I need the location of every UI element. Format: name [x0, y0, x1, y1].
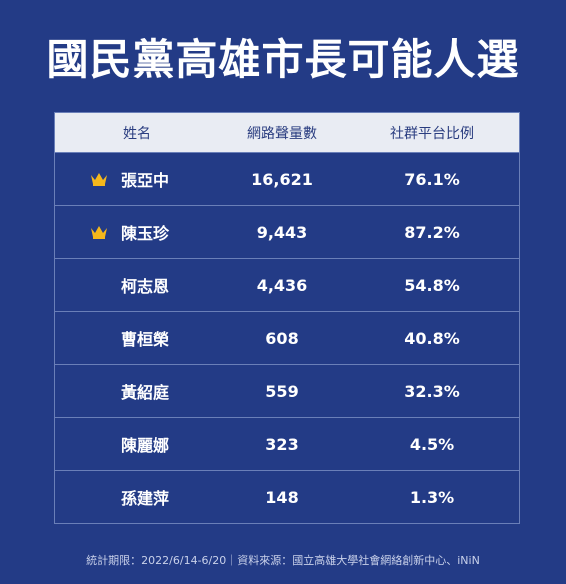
table-row: 陳玉珍 9,443 87.2% [55, 205, 519, 258]
page-title: 國民黨高雄市長可能人選 [46, 35, 520, 84]
table-row: 陳麗娜 323 4.5% [55, 417, 519, 470]
ratio-value: 87.2% [404, 222, 460, 242]
crown-icon [91, 173, 107, 186]
candidate-name: 陳麗娜 [121, 436, 170, 455]
header-ratio: 社群平台比例 [390, 125, 474, 142]
volume-value: 148 [265, 487, 299, 507]
table-row: 曹桓榮 608 40.8% [55, 311, 519, 364]
table-row: 孫建萍 148 1.3% [55, 470, 519, 523]
candidate-table: 姓名 網路聲量數 社群平台比例 張亞中 16,621 76.1% 陳玉珍 9,4… [54, 112, 520, 524]
crown-icon [91, 226, 107, 239]
ratio-value: 40.8% [404, 328, 460, 348]
volume-value: 323 [265, 434, 299, 454]
ratio-value: 32.3% [404, 381, 460, 401]
volume-value: 559 [265, 381, 299, 401]
candidate-name: 陳玉珍 [121, 224, 170, 243]
header-name: 姓名 [123, 125, 151, 142]
ratio-value: 1.3% [409, 487, 455, 507]
candidate-name: 黃紹庭 [121, 383, 170, 402]
header-volume: 網路聲量數 [247, 125, 317, 142]
table-header: 姓名 網路聲量數 社群平台比例 [55, 113, 519, 152]
volume-value: 16,621 [251, 169, 313, 189]
table-row: 張亞中 16,621 76.1% [55, 152, 519, 205]
table-row: 柯志恩 4,436 54.8% [55, 258, 519, 311]
source-footnote: 統計期限：2022/6/14-6/20｜資料來源：國立高雄大學社會網絡創新中心、… [86, 554, 480, 567]
volume-value: 608 [265, 328, 299, 348]
ratio-value: 4.5% [409, 434, 455, 454]
volume-value: 4,436 [256, 275, 308, 295]
candidate-name: 孫建萍 [121, 489, 170, 508]
volume-value: 9,443 [256, 222, 308, 242]
candidate-name: 柯志恩 [121, 277, 170, 296]
ratio-value: 54.8% [404, 275, 460, 295]
candidate-name: 張亞中 [121, 171, 170, 190]
table-row: 黃紹庭 559 32.3% [55, 364, 519, 417]
candidate-name: 曹桓榮 [121, 330, 170, 349]
ratio-value: 76.1% [404, 169, 460, 189]
